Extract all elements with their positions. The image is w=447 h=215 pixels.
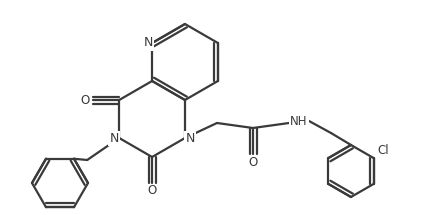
Text: N: N xyxy=(186,132,195,144)
Text: Cl: Cl xyxy=(378,143,389,157)
Text: NH: NH xyxy=(290,115,308,127)
Text: O: O xyxy=(148,184,157,198)
Text: N: N xyxy=(110,132,119,144)
Text: O: O xyxy=(80,94,90,106)
Text: N: N xyxy=(143,37,153,49)
Text: O: O xyxy=(249,155,257,169)
